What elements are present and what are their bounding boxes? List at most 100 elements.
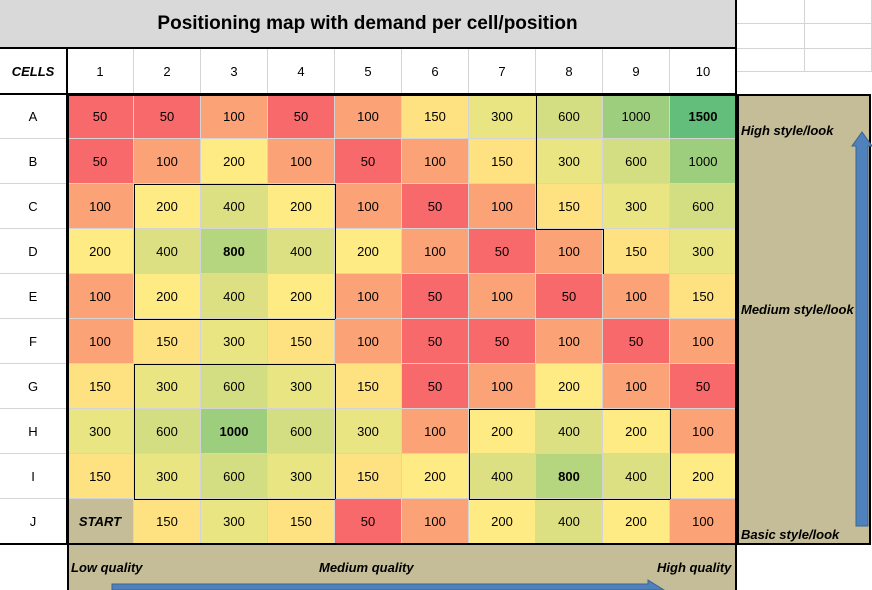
heatmap-cell-J7: 200 <box>469 499 536 545</box>
row-header-F: F <box>0 319 67 364</box>
heatmap-cell-F9: 50 <box>603 319 670 364</box>
heatmap-cell-B7: 150 <box>469 139 536 184</box>
column-header-10: 10 <box>670 49 737 94</box>
heatmap-cell-H1: 300 <box>67 409 134 454</box>
heatmap-cell-I7: 400 <box>469 454 536 499</box>
heatmap-cell-D1: 200 <box>67 229 134 274</box>
column-header-7: 7 <box>469 49 536 94</box>
column-header-3: 3 <box>201 49 268 94</box>
x-axis-middle-label: Medium quality <box>319 560 414 575</box>
heatmap-cell-D7: 50 <box>469 229 536 274</box>
heatmap-cell-C2: 200 <box>134 184 201 229</box>
heatmap-cell-B3: 200 <box>201 139 268 184</box>
heatmap-cell-A4: 50 <box>268 94 335 139</box>
start-cell: START <box>67 499 134 545</box>
style-axis-band <box>737 94 871 545</box>
heatmap-cell-D5: 200 <box>335 229 402 274</box>
heatmap-cell-D4: 400 <box>268 229 335 274</box>
heatmap-cell-B1: 50 <box>67 139 134 184</box>
heatmap-cell-G5: 150 <box>335 364 402 409</box>
heatmap-cell-E10: 150 <box>670 274 737 319</box>
heatmap-cell-A2: 50 <box>134 94 201 139</box>
heatmap-cell-E7: 100 <box>469 274 536 319</box>
heatmap-cell-E8: 50 <box>536 274 603 319</box>
heatmap-cell-D8: 100 <box>536 229 603 274</box>
heatmap-cell-C8: 150 <box>536 184 603 229</box>
heatmap-cell-D2: 400 <box>134 229 201 274</box>
row-header-I: I <box>0 454 67 499</box>
heatmap-cell-E4: 200 <box>268 274 335 319</box>
heatmap-cell-H5: 300 <box>335 409 402 454</box>
empty-cell <box>805 24 872 49</box>
heatmap-cell-C6: 50 <box>402 184 469 229</box>
heatmap-cell-I1: 150 <box>67 454 134 499</box>
heatmap-cell-C4: 200 <box>268 184 335 229</box>
heatmap-cell-G7: 100 <box>469 364 536 409</box>
heatmap-cell-C7: 100 <box>469 184 536 229</box>
heatmap-cell-J6: 100 <box>402 499 469 545</box>
heatmap-cell-F2: 150 <box>134 319 201 364</box>
heatmap-cell-F1: 100 <box>67 319 134 364</box>
heatmap-cell-A3: 100 <box>201 94 268 139</box>
heatmap-cell-H10: 100 <box>670 409 737 454</box>
column-header-2: 2 <box>134 49 201 94</box>
y-axis-middle-label: Medium style/look <box>741 302 854 317</box>
heatmap-cell-G2: 300 <box>134 364 201 409</box>
empty-cell <box>737 0 805 24</box>
column-header-9: 9 <box>603 49 670 94</box>
heatmap-cell-I3: 600 <box>201 454 268 499</box>
heatmap-cell-B5: 50 <box>335 139 402 184</box>
heatmap-cell-D9: 150 <box>603 229 670 274</box>
heatmap-cell-E9: 100 <box>603 274 670 319</box>
empty-cell <box>737 24 805 49</box>
heatmap-cell-E5: 100 <box>335 274 402 319</box>
heatmap-cell-C10: 600 <box>670 184 737 229</box>
heatmap-cell-H4: 600 <box>268 409 335 454</box>
heatmap-cell-C1: 100 <box>67 184 134 229</box>
heatmap-cell-I6: 200 <box>402 454 469 499</box>
heatmap-cell-F8: 100 <box>536 319 603 364</box>
heatmap-cell-J10: 100 <box>670 499 737 545</box>
heatmap-cell-D3: 800 <box>201 229 268 274</box>
corner-header: CELLS <box>0 49 67 94</box>
heatmap-cell-D10: 300 <box>670 229 737 274</box>
heatmap-cell-J5: 50 <box>335 499 402 545</box>
row-header-E: E <box>0 274 67 319</box>
empty-cell <box>805 0 872 24</box>
heatmap-cell-A5: 100 <box>335 94 402 139</box>
heatmap-cell-B2: 100 <box>134 139 201 184</box>
heatmap-cell-B10: 1000 <box>670 139 737 184</box>
row-header-H: H <box>0 409 67 454</box>
heatmap-cell-H6: 100 <box>402 409 469 454</box>
heatmap-cell-I9: 400 <box>603 454 670 499</box>
heatmap-cell-A10: 1500 <box>670 94 737 139</box>
heatmap-cell-F7: 50 <box>469 319 536 364</box>
heatmap-cell-F5: 100 <box>335 319 402 364</box>
heatmap-cell-G3: 600 <box>201 364 268 409</box>
heatmap-cell-F6: 50 <box>402 319 469 364</box>
heatmap-cell-G9: 100 <box>603 364 670 409</box>
heatmap-cell-F3: 300 <box>201 319 268 364</box>
heatmap-cell-G6: 50 <box>402 364 469 409</box>
heatmap-cell-H7: 200 <box>469 409 536 454</box>
heatmap-cell-I8: 800 <box>536 454 603 499</box>
heatmap-cell-A7: 300 <box>469 94 536 139</box>
heatmap-cell-E2: 200 <box>134 274 201 319</box>
heatmap-cell-I4: 300 <box>268 454 335 499</box>
heatmap-cell-B4: 100 <box>268 139 335 184</box>
heatmap-cell-J9: 200 <box>603 499 670 545</box>
x-axis-right-label: High quality <box>657 560 732 575</box>
heatmap-cell-E3: 400 <box>201 274 268 319</box>
column-header-8: 8 <box>536 49 603 94</box>
heatmap-cell-G10: 50 <box>670 364 737 409</box>
heatmap-cell-A6: 150 <box>402 94 469 139</box>
heatmap-cell-F4: 150 <box>268 319 335 364</box>
heatmap-cell-A8: 600 <box>536 94 603 139</box>
heatmap-cell-C5: 100 <box>335 184 402 229</box>
heatmap-cell-G4: 300 <box>268 364 335 409</box>
row-header-C: C <box>0 184 67 229</box>
column-header-4: 4 <box>268 49 335 94</box>
heatmap-cell-B6: 100 <box>402 139 469 184</box>
row-header-D: D <box>0 229 67 274</box>
